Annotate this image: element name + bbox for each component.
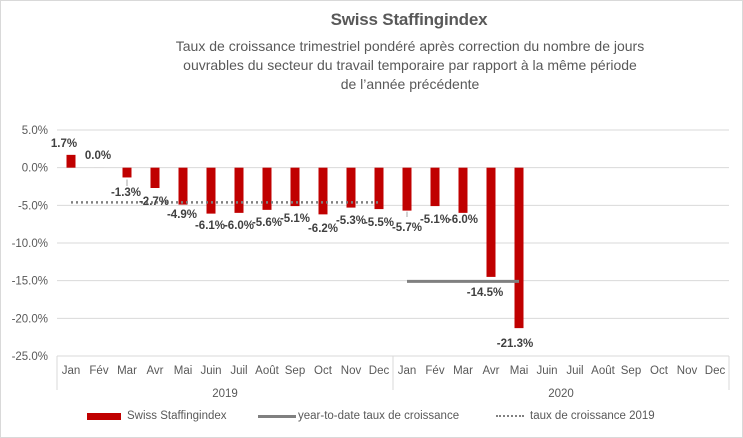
data-label: -5.7% <box>392 222 422 234</box>
bar <box>374 167 384 210</box>
data-label: -6.1% <box>195 220 225 232</box>
data-label: -6.0% <box>224 220 254 232</box>
x-tick-label: Nov <box>341 365 362 377</box>
legend: Swiss Staffingindex year-to-date taux de… <box>0 406 743 426</box>
x-tick-label: Oct <box>650 365 669 377</box>
subtitle-line-3: de l’année précédente <box>340 76 480 92</box>
x-tick-label: Dec <box>705 365 726 377</box>
chart-subtitle: Taux de croissance trimestriel pondéré a… <box>110 37 710 94</box>
x-tick-label: Avr <box>482 365 499 377</box>
legend-swatch-line <box>258 414 296 418</box>
x-tick-label: Mar <box>117 365 137 377</box>
data-label: 0.0% <box>85 150 111 162</box>
data-label: -5.3% <box>336 215 366 227</box>
x-tick-label: Août <box>255 365 279 377</box>
bar <box>290 167 300 207</box>
x-tick-label: Sep <box>621 365 641 377</box>
bar <box>66 154 76 168</box>
bar <box>206 167 216 214</box>
y-tick-label: 0.0% <box>22 163 48 175</box>
x-tick-label: Avr <box>146 365 163 377</box>
data-label: -1.3% <box>111 187 141 199</box>
data-label: -4.9% <box>167 209 197 221</box>
bars <box>66 154 524 329</box>
y-tick-label: -5.0% <box>18 200 48 212</box>
bar <box>514 167 524 329</box>
chart-title: Swiss Staffingindex <box>330 10 488 29</box>
data-label: -2.7% <box>139 196 169 208</box>
legend-swatch-dotted <box>496 415 524 417</box>
legend-label: taux de croissance 2019 <box>530 410 655 422</box>
data-label: -5.6% <box>252 217 282 229</box>
bar <box>346 167 356 208</box>
bar <box>178 167 188 205</box>
data-label: -5.1% <box>280 213 310 225</box>
bar <box>318 167 328 215</box>
x-tick-label: Mai <box>510 365 529 377</box>
y-axis-ticks: 5.0% 0.0% -5.0% -10.0% -15.0% -20.0% -25.0% <box>12 125 48 363</box>
subtitle-line-2: ouvrables du secteur du travail temporai… <box>183 57 637 73</box>
data-label: 1.7% <box>51 138 77 150</box>
bar <box>262 167 272 210</box>
x-tick-label: Mai <box>174 365 193 377</box>
x-tick-label: Fév <box>89 365 108 377</box>
data-label: -5.5% <box>364 217 394 229</box>
data-label: -6.2% <box>308 223 338 235</box>
x-tick-label: Juin <box>200 365 221 377</box>
x-tick-label: Mar <box>453 365 473 377</box>
legend-item-2019[interactable]: taux de croissance 2019 <box>496 406 655 426</box>
x-tick-label: Jan <box>398 365 417 377</box>
legend-item-ytd[interactable]: year-to-date taux de croissance <box>258 406 459 426</box>
x-tick-label: Dec <box>369 365 390 377</box>
x-tick-label: Août <box>591 365 615 377</box>
x-tick-label: Sep <box>285 365 305 377</box>
legend-label: Swiss Staffingindex <box>127 410 227 422</box>
bar <box>234 167 244 213</box>
x-tick-label: Oct <box>314 365 333 377</box>
y-tick-label: 5.0% <box>22 125 48 137</box>
gridlines <box>57 129 729 319</box>
data-labels: 1.7%0.0%-1.3%-2.7%-4.9%-6.1%-6.0%-5.6%-5… <box>51 138 533 350</box>
reference-lines <box>71 201 519 283</box>
bar <box>486 167 496 277</box>
bar <box>430 167 440 207</box>
bar <box>150 167 160 189</box>
data-label: -14.5% <box>467 287 503 299</box>
x-tick-label: Juin <box>536 365 557 377</box>
subtitle-line-1: Taux de croissance trimestriel pondéré a… <box>175 38 645 54</box>
y-tick-label: -25.0% <box>12 351 48 363</box>
year-label: 2019 <box>212 388 238 400</box>
data-label: -6.0% <box>448 214 478 226</box>
x-tick-label: Juil <box>230 365 247 377</box>
x-tick-label: Jan <box>62 365 81 377</box>
data-label: -5.1% <box>420 214 450 226</box>
legend-item-staffingindex[interactable]: Swiss Staffingindex <box>87 406 227 426</box>
x-tick-label: Juil <box>566 365 583 377</box>
x-axis: Jan Fév Mar Avr Mai Juin Juil Août Sep Oct Nov Dec J… <box>56 355 730 400</box>
bar <box>458 167 468 213</box>
y-tick-label: -20.0% <box>12 313 48 325</box>
data-label: -21.3% <box>497 338 533 350</box>
y-tick-label: -10.0% <box>12 238 48 250</box>
year-label: 2020 <box>548 388 574 400</box>
bar <box>122 167 132 178</box>
x-tick-label: Nov <box>677 365 698 377</box>
x-tick-label: Fév <box>425 365 444 377</box>
legend-label: year-to-date taux de croissance <box>298 410 460 422</box>
legend-swatch-bar <box>87 412 121 420</box>
bar <box>402 167 412 211</box>
y-tick-label: -15.0% <box>12 276 48 288</box>
